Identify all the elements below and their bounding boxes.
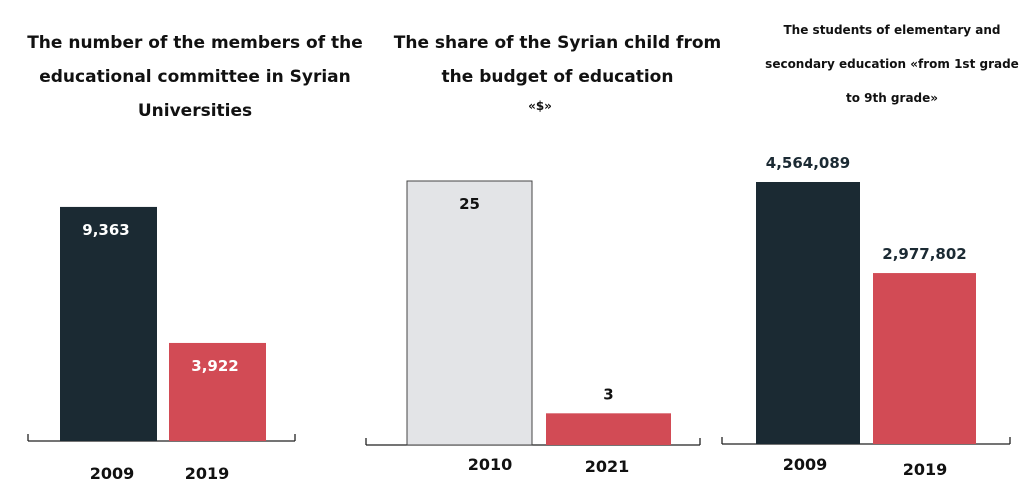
chart-2-bar-2021 [546, 413, 671, 445]
chart-1-title: The number of the members of the educati… [27, 33, 363, 121]
chart-2-title: The share of the Syrian child from the b… [393, 33, 722, 87]
chart-2-unit: «$» [528, 99, 552, 113]
chart-1-category-label-2009: 2009 [90, 464, 135, 483]
chart-1-value-label-2019: 3,922 [191, 357, 238, 375]
chart-3-value-label-2009: 4,564,089 [766, 154, 850, 172]
chart-2-value-label-2010: 25 [459, 195, 480, 213]
chart-2-category-label-2021: 2021 [585, 457, 630, 476]
chart-3-title: The students of elementary and secondary… [765, 23, 1019, 105]
chart-1-bar-2009 [60, 206, 157, 441]
chart-3-category-label-2009: 2009 [783, 455, 828, 474]
chart-2-value-label-2021: 3 [603, 385, 613, 403]
chart-3-bar-2009 [756, 182, 860, 444]
chart-1-category-label-2019: 2019 [185, 464, 230, 483]
chart-1-value-label-2009: 9,363 [82, 221, 129, 239]
chart-2-bar-2010 [406, 180, 533, 446]
chart-3-value-label-2019: 2,977,802 [882, 245, 966, 263]
chart-2-category-label-2010: 2010 [468, 455, 513, 474]
chart-3-category-label-2019: 2019 [903, 460, 948, 479]
chart-1-bar-2019 [169, 342, 266, 441]
chart-3-bar-2019 [873, 273, 976, 444]
